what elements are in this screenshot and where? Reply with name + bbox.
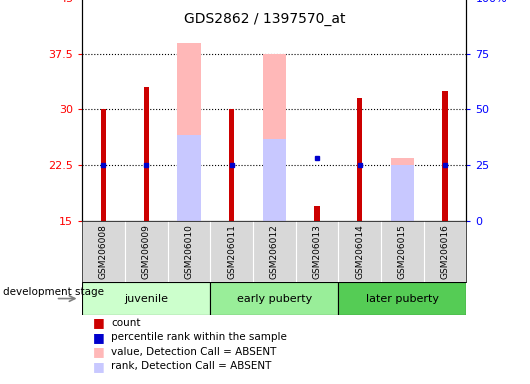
Bar: [357, 98, 362, 221]
Text: GSM206012: GSM206012: [270, 224, 279, 279]
Text: GSM206015: GSM206015: [398, 224, 407, 279]
Bar: [101, 109, 106, 221]
Text: GSM206010: GSM206010: [184, 224, 193, 279]
Text: ■: ■: [93, 360, 104, 373]
Text: percentile rank within the sample: percentile rank within the sample: [111, 332, 287, 342]
Text: GSM206011: GSM206011: [227, 224, 236, 279]
Text: value, Detection Call = ABSENT: value, Detection Call = ABSENT: [111, 347, 277, 357]
Bar: [82, 282, 210, 315]
Bar: [391, 165, 414, 221]
Bar: [144, 87, 149, 221]
Bar: [314, 206, 320, 221]
Text: juvenile: juvenile: [124, 293, 168, 304]
Text: GSM206009: GSM206009: [142, 224, 151, 279]
Text: rank, Detection Call = ABSENT: rank, Detection Call = ABSENT: [111, 361, 272, 371]
Bar: [262, 139, 286, 221]
Text: ■: ■: [93, 331, 104, 344]
Text: count: count: [111, 318, 141, 328]
Text: later puberty: later puberty: [366, 293, 439, 304]
Text: development stage: development stage: [3, 286, 104, 296]
Bar: [177, 136, 201, 221]
Text: GSM206016: GSM206016: [440, 224, 449, 279]
Bar: [391, 158, 414, 221]
Text: GDS2862 / 1397570_at: GDS2862 / 1397570_at: [184, 12, 346, 25]
Bar: [229, 109, 234, 221]
Bar: [210, 282, 338, 315]
Bar: [443, 91, 448, 221]
Text: GSM206008: GSM206008: [99, 224, 108, 279]
Bar: [177, 43, 201, 221]
Text: ■: ■: [93, 316, 104, 329]
Bar: [338, 282, 466, 315]
Text: GSM206014: GSM206014: [355, 224, 364, 279]
Text: early puberty: early puberty: [237, 293, 312, 304]
Text: ■: ■: [93, 345, 104, 358]
Bar: [262, 54, 286, 221]
Text: GSM206013: GSM206013: [313, 224, 322, 279]
